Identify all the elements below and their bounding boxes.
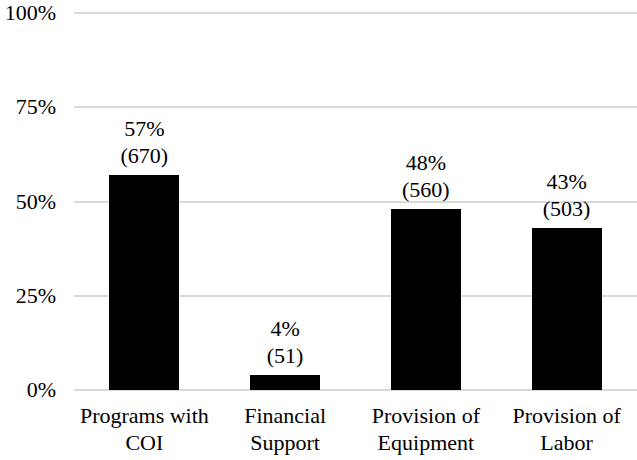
bar-financial-support (250, 375, 320, 390)
bar-value-label: 48% (366, 149, 486, 176)
x-axis-category-label: FinancialSupport (215, 402, 356, 456)
x-axis-category-label: Provision ofEquipment (356, 402, 497, 456)
gridline (74, 106, 637, 108)
y-axis-tick-label: 25% (0, 282, 56, 310)
x-axis-category-label: Programs withCOI (74, 402, 215, 456)
bar-value-label: 43% (507, 168, 627, 195)
bar-programs-with-coi (109, 175, 179, 390)
bar-count-label: (503) (507, 195, 627, 222)
y-axis-tick-label: 75% (0, 93, 56, 121)
bar-data-label: 43%(503) (507, 168, 627, 222)
bar-count-label: (560) (366, 176, 486, 203)
bar-value-label: 57% (84, 115, 204, 142)
gridline (74, 12, 637, 14)
y-axis-tick-label: 50% (0, 188, 56, 216)
x-axis-category-label-line: Labor (496, 429, 637, 456)
bar-count-label: (51) (225, 342, 345, 369)
bar-data-label: 57%(670) (84, 115, 204, 169)
bar-data-label: 4%(51) (225, 315, 345, 369)
bar-provision-of-labor (532, 228, 602, 390)
bar-data-label: 48%(560) (366, 149, 486, 203)
x-axis-category-label: Provision ofLabor (496, 402, 637, 456)
x-axis-category-label-line: Support (215, 429, 356, 456)
x-axis-category-label-line: Provision of (496, 402, 637, 429)
x-axis-category-label-line: COI (74, 429, 215, 456)
bar-chart: 100%75%50%25%0%57%(670)Programs withCOI4… (0, 0, 637, 460)
x-axis-category-label-line: Programs with (74, 402, 215, 429)
x-axis-category-label-line: Financial (215, 402, 356, 429)
bar-count-label: (670) (84, 142, 204, 169)
x-axis-category-label-line: Provision of (356, 402, 497, 429)
y-axis-tick-label: 100% (0, 0, 56, 27)
bar-value-label: 4% (225, 315, 345, 342)
bar-provision-of-equipment (391, 209, 461, 390)
y-axis-tick-label: 0% (0, 376, 56, 404)
x-axis-category-label-line: Equipment (356, 429, 497, 456)
